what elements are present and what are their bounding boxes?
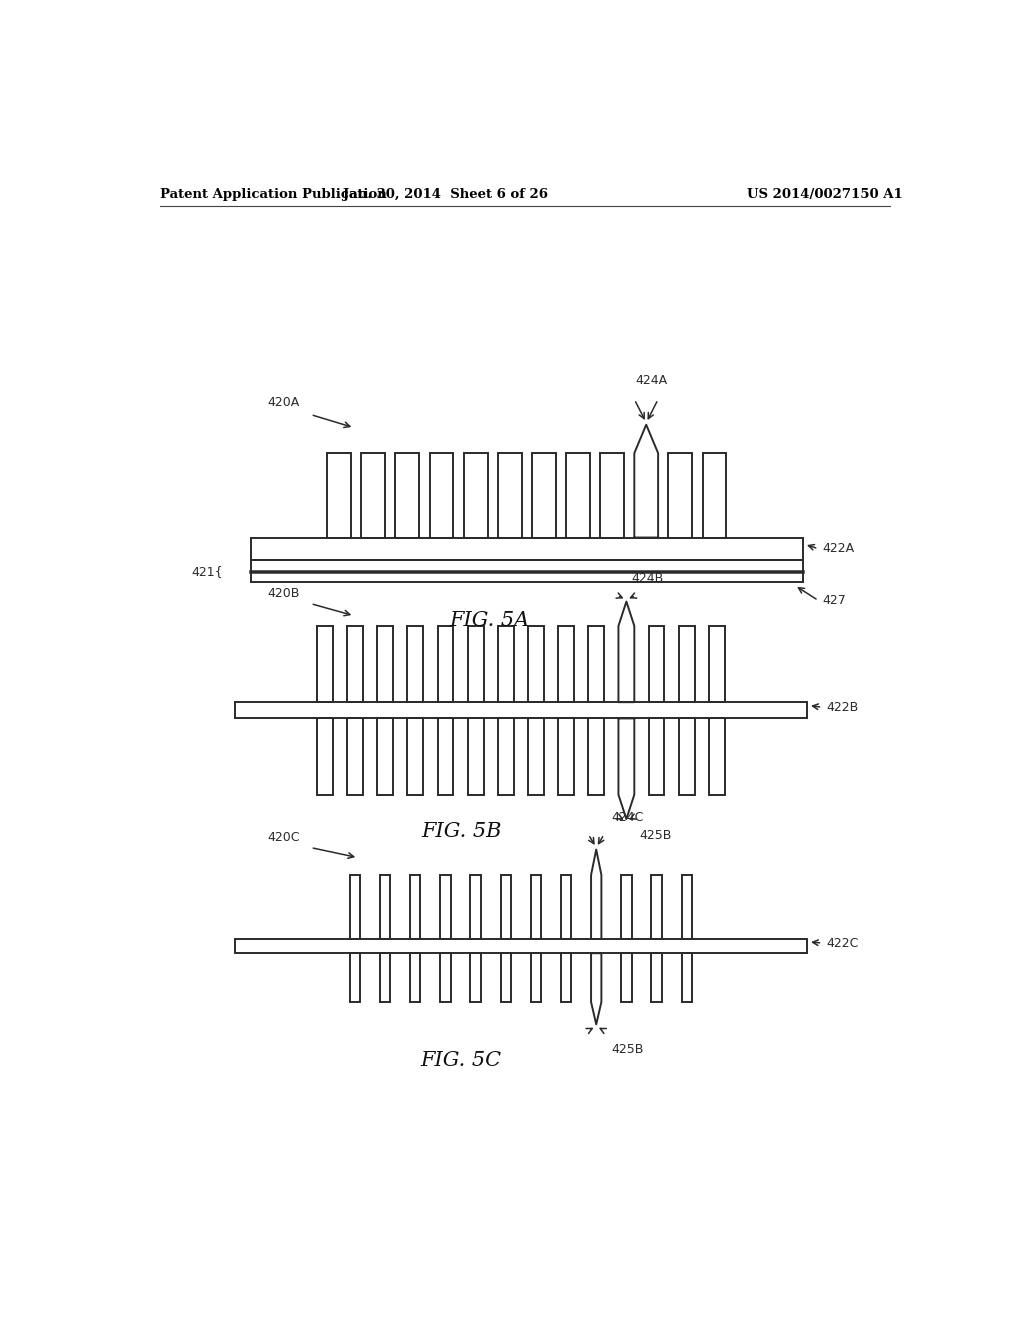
Bar — [251, 560, 803, 582]
Text: 424C: 424C — [611, 812, 644, 824]
Text: FIG. 5A: FIG. 5A — [449, 611, 529, 631]
Bar — [531, 453, 556, 537]
Text: Jan. 30, 2014  Sheet 6 of 26: Jan. 30, 2014 Sheet 6 of 26 — [343, 189, 548, 202]
Bar — [468, 718, 483, 795]
Text: 424B: 424B — [632, 573, 664, 585]
Bar — [468, 626, 483, 702]
Bar — [669, 453, 692, 537]
Text: 422A: 422A — [822, 543, 854, 556]
Bar — [470, 875, 480, 939]
Text: 427: 427 — [822, 594, 846, 607]
Bar — [558, 626, 574, 702]
Bar — [682, 875, 692, 939]
Bar — [377, 718, 393, 795]
Bar — [561, 953, 571, 1002]
Bar — [622, 953, 632, 1002]
Bar — [236, 702, 807, 718]
Bar — [437, 718, 454, 795]
Bar — [651, 953, 662, 1002]
Bar — [361, 453, 385, 537]
Bar — [501, 953, 511, 1002]
Bar — [528, 718, 544, 795]
Bar — [709, 718, 725, 795]
Bar — [350, 875, 360, 939]
Bar — [377, 626, 393, 702]
Bar — [566, 453, 590, 537]
Text: US 2014/0027150 A1: US 2014/0027150 A1 — [748, 189, 903, 202]
Text: 420B: 420B — [267, 587, 299, 599]
Bar — [679, 626, 694, 702]
Bar — [411, 875, 421, 939]
Bar — [464, 453, 487, 537]
Text: 422C: 422C — [826, 937, 859, 949]
Bar — [347, 626, 362, 702]
Text: 422B: 422B — [826, 701, 858, 714]
Text: 424A: 424A — [636, 374, 668, 387]
Bar — [251, 537, 803, 560]
Bar — [380, 875, 390, 939]
Bar — [380, 953, 390, 1002]
Bar — [530, 875, 541, 939]
Bar — [530, 953, 541, 1002]
Bar — [498, 626, 514, 702]
Bar — [430, 453, 454, 537]
Bar — [408, 718, 423, 795]
Bar — [440, 875, 451, 939]
Bar — [350, 953, 360, 1002]
Bar — [622, 875, 632, 939]
Bar — [702, 453, 726, 537]
Bar — [600, 453, 624, 537]
Bar — [588, 626, 604, 702]
Bar — [316, 718, 333, 795]
Bar — [395, 453, 419, 537]
Bar — [440, 953, 451, 1002]
Bar — [328, 453, 351, 537]
Bar — [651, 875, 662, 939]
Bar — [682, 953, 692, 1002]
Bar — [236, 939, 807, 953]
Bar — [648, 626, 665, 702]
Bar — [408, 626, 423, 702]
Text: FIG. 5B: FIG. 5B — [421, 822, 502, 841]
Text: 420C: 420C — [267, 830, 299, 843]
Bar — [648, 718, 665, 795]
Bar — [347, 718, 362, 795]
Bar — [437, 626, 454, 702]
Bar — [411, 953, 421, 1002]
Bar — [498, 718, 514, 795]
Text: Patent Application Publication: Patent Application Publication — [160, 189, 386, 202]
Text: 425B: 425B — [640, 829, 672, 842]
Text: 420A: 420A — [267, 396, 299, 409]
Text: FIG. 5C: FIG. 5C — [421, 1052, 502, 1071]
Bar — [316, 626, 333, 702]
Bar — [501, 875, 511, 939]
Bar — [709, 626, 725, 702]
Text: 421{: 421{ — [191, 565, 223, 578]
Bar — [498, 453, 521, 537]
Bar — [588, 718, 604, 795]
Bar — [470, 953, 480, 1002]
Bar — [558, 718, 574, 795]
Text: 425B: 425B — [611, 1043, 644, 1056]
Bar — [528, 626, 544, 702]
Bar — [679, 718, 694, 795]
Bar — [561, 875, 571, 939]
